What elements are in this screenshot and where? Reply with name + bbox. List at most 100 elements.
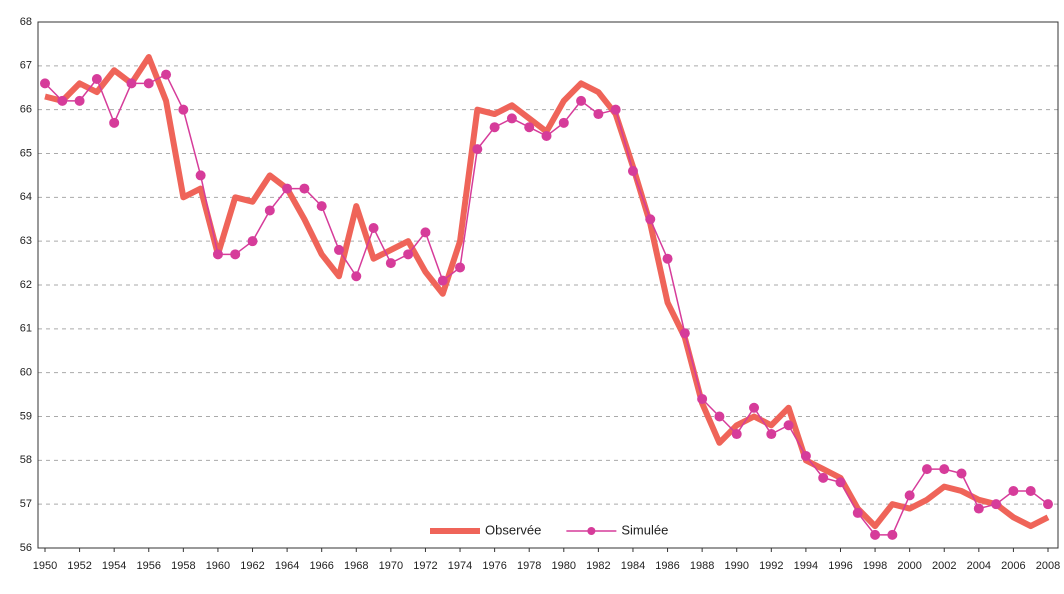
- point: [818, 472, 829, 483]
- point: [195, 170, 206, 181]
- point: [541, 130, 552, 141]
- point: [299, 183, 310, 194]
- point: [870, 529, 881, 540]
- point: [368, 223, 379, 234]
- point: [766, 429, 777, 440]
- point: [1025, 486, 1036, 497]
- line: [44, 73, 1049, 536]
- x-tick-label: 2004: [967, 560, 991, 572]
- point: [506, 113, 517, 124]
- point: [593, 109, 604, 120]
- point: [662, 253, 673, 264]
- point: [921, 464, 932, 475]
- line: [44, 54, 1050, 530]
- point: [731, 429, 742, 440]
- x-tick-label: 1950: [33, 560, 57, 572]
- point: [264, 205, 275, 216]
- y-tick-label: 66: [20, 104, 32, 116]
- point: [403, 249, 414, 260]
- point: [524, 122, 535, 133]
- x-tick-label: 1974: [448, 560, 472, 572]
- point: [887, 529, 898, 540]
- x-tick-label: 1980: [552, 560, 576, 572]
- point: [558, 117, 569, 128]
- x-tick-label: 1992: [759, 560, 783, 572]
- y-tick-label: 67: [20, 60, 32, 72]
- y-tick-label: 57: [20, 498, 32, 510]
- y-tick-label: 63: [20, 235, 32, 247]
- point: [178, 104, 189, 115]
- point: [800, 450, 811, 461]
- point: [109, 117, 120, 128]
- point: [679, 328, 690, 339]
- point: [437, 275, 448, 286]
- point: [161, 69, 172, 80]
- point: [697, 393, 708, 404]
- point: [783, 420, 794, 431]
- y-tick-label: 68: [20, 16, 32, 28]
- x-tick-label: 2006: [1001, 560, 1025, 572]
- x-tick-label: 1970: [379, 560, 403, 572]
- x-tick-label: 2002: [932, 560, 956, 572]
- x-tick-label: 1990: [724, 560, 748, 572]
- point: [57, 95, 68, 106]
- point: [1008, 486, 1019, 497]
- point: [956, 468, 967, 479]
- x-tick-label: 1984: [621, 560, 645, 572]
- x-tick-label: 1952: [67, 560, 91, 572]
- point: [74, 95, 85, 106]
- x-tick-label: 1986: [655, 560, 679, 572]
- point: [282, 183, 293, 194]
- y-tick-label: 59: [20, 410, 32, 422]
- x-tick-label: 1962: [240, 560, 264, 572]
- point: [472, 144, 483, 155]
- point: [489, 122, 500, 133]
- y-tick-label: 62: [20, 279, 32, 291]
- point: [749, 402, 760, 413]
- y-tick-label: 65: [20, 147, 32, 159]
- point: [904, 490, 915, 501]
- x-tick-label: 1978: [517, 560, 541, 572]
- point: [333, 244, 344, 255]
- point: [143, 78, 154, 89]
- point: [627, 166, 638, 177]
- point: [40, 78, 50, 89]
- x-tick-label: 1960: [206, 560, 230, 572]
- x-tick-label: 1988: [690, 560, 714, 572]
- point: [1043, 499, 1053, 510]
- point: [351, 271, 362, 282]
- point: [247, 236, 258, 247]
- point: [645, 214, 656, 225]
- point: [385, 258, 396, 269]
- y-tick-label: 58: [20, 454, 32, 466]
- point: [420, 227, 431, 238]
- y-tick-label: 60: [20, 367, 32, 379]
- y-tick-label: 56: [20, 542, 32, 554]
- point: [991, 499, 1002, 510]
- x-tick-label: 1998: [863, 560, 887, 572]
- plot-frame: [37, 21, 1059, 549]
- legend-label: Observée: [485, 522, 541, 537]
- point: [973, 503, 984, 514]
- point: [212, 249, 223, 260]
- x-tick-label: 1956: [137, 560, 161, 572]
- x-tick-label: 2000: [897, 560, 921, 572]
- x-tick-label: 1972: [413, 560, 437, 572]
- y-tick-label: 61: [20, 323, 32, 335]
- legend-label: Simulée: [621, 522, 668, 537]
- x-tick-label: 1958: [171, 560, 195, 572]
- point: [576, 95, 587, 106]
- x-tick-label: 1966: [309, 560, 333, 572]
- x-tick-label: 1964: [275, 560, 299, 572]
- point: [230, 249, 241, 260]
- x-tick-label: 1994: [794, 560, 818, 572]
- legend-marker: [587, 527, 596, 535]
- point: [852, 507, 863, 518]
- point: [91, 73, 102, 84]
- x-tick-label: 1976: [482, 560, 506, 572]
- y-tick-label: 64: [20, 191, 32, 203]
- point: [714, 411, 725, 422]
- point: [835, 477, 846, 488]
- point: [455, 262, 466, 273]
